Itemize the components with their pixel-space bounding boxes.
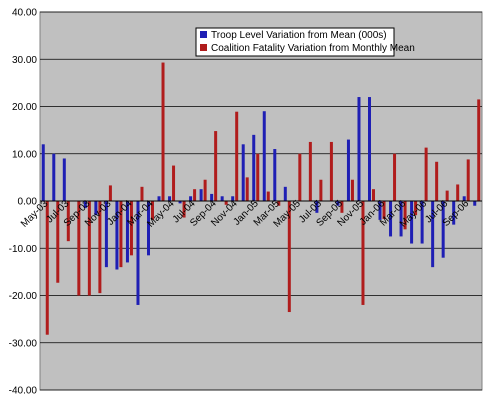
y-tick-label: 30.00 — [12, 55, 37, 66]
troop-bar-Jan-04 — [125, 201, 129, 263]
fatality-bar-May-04 — [172, 165, 176, 201]
fatality-bar-Jun-03 — [56, 201, 60, 283]
fatality-bar-May-03 — [45, 201, 49, 335]
troop-bar-May-04 — [168, 196, 172, 201]
troop-bar-Mar-06 — [399, 201, 403, 237]
legend-label-fatality: Coalition Fatality Variation from Monthl… — [211, 43, 415, 54]
fatality-bar-Aug-05 — [329, 141, 333, 201]
troop-bar-Sep-06 — [462, 196, 466, 201]
troop-bar-Oct-05 — [346, 139, 350, 201]
fatality-bar-Jun-05 — [308, 141, 312, 201]
troop-bar-Oct-06 — [473, 201, 477, 206]
fatality-bar-Apr-05 — [287, 201, 291, 313]
troop-bar-May-03 — [41, 144, 45, 201]
fatality-bar-May-05 — [298, 153, 302, 201]
fatality-bar-Dec-03 — [119, 201, 123, 268]
fatality-bar-Mar-05 — [277, 201, 281, 206]
fatality-bar-Aug-06 — [456, 184, 460, 201]
fatality-bar-Feb-06 — [393, 153, 397, 201]
troop-bar-Dec-04 — [241, 144, 245, 201]
troop-bar-Jun-03 — [52, 153, 56, 201]
troop-bar-Jul-04 — [189, 196, 193, 201]
fatality-bar-Nov-05 — [361, 201, 365, 305]
troop-bar-Jul-03 — [62, 158, 66, 201]
troop-bar-Feb-04 — [136, 201, 140, 305]
fatality-bar-Feb-05 — [266, 191, 270, 201]
fatality-bar-Jun-06 — [435, 161, 439, 201]
y-axis: 40.00 30.00 20.00 10.00 0.00 -10.00 -20.00 -30.… — [9, 8, 38, 397]
fatality-bar-Jan-06 — [382, 201, 386, 219]
fatality-bar-Aug-04 — [203, 179, 207, 201]
fatality-bar-Oct-03 — [98, 201, 102, 294]
troop-bar-Jun-04 — [178, 201, 182, 204]
legend-box — [195, 27, 395, 57]
y-tick-label: 40.00 — [12, 8, 37, 19]
y-tick-label: 10.00 — [12, 149, 37, 160]
fatality-bar-Jun-04 — [182, 201, 186, 218]
troop-bar-Nov-05 — [357, 97, 361, 201]
fatality-bar-Aug-03 — [77, 201, 81, 296]
legend-swatch-troop — [200, 31, 207, 38]
troop-bar-Apr-05 — [283, 186, 287, 201]
fatality-bar-Jul-04 — [193, 189, 197, 201]
fatality-bar-Jul-05 — [319, 179, 323, 201]
troop-bar-Jun-06 — [431, 201, 435, 268]
legend: Troop Level Variation from Mean (000s) C… — [195, 27, 415, 57]
fatality-bar-Jul-06 — [445, 190, 449, 201]
fatality-bar-Mar-04 — [151, 201, 154, 220]
troop-bar-May-06 — [420, 201, 424, 244]
fatality-bar-Sep-05 — [340, 201, 344, 213]
y-tick-label: -20.00 — [9, 291, 38, 302]
y-tick-label: -40.00 — [9, 386, 38, 397]
troop-bar-Oct-04 — [220, 196, 224, 201]
troop-bar-Feb-05 — [262, 111, 266, 201]
troop-bar-Mar-05 — [273, 149, 277, 201]
gridlines — [40, 11, 482, 391]
fatality-bar-Apr-04 — [161, 62, 165, 202]
troop-bar-Aug-04 — [199, 189, 203, 201]
fatality-bar-Oct-04 — [224, 201, 228, 205]
fatality-bar-Oct-05 — [350, 179, 354, 201]
troop-bar-Aug-06 — [452, 201, 456, 225]
fatality-bar-Sep-03 — [87, 201, 91, 296]
fatality-bar-Nov-03 — [108, 185, 112, 201]
bars — [41, 62, 481, 335]
troop-bar-Jul-05 — [315, 201, 319, 213]
fatality-bar-Dec-05 — [372, 189, 375, 201]
troop-bar-Jan-06 — [378, 201, 382, 220]
troop-bar-Oct-03 — [94, 201, 98, 216]
fatality-bar-Sep-04 — [214, 131, 218, 201]
troop-bar-Nov-03 — [104, 201, 108, 268]
legend-label-troop: Troop Level Variation from Mean (000s) — [211, 30, 387, 41]
troop-bar-Apr-06 — [410, 201, 414, 244]
troop-bar-Dec-03 — [115, 201, 119, 270]
fatality-bar-Apr-06 — [414, 201, 418, 216]
troop-bar-Nov-04 — [231, 196, 235, 201]
fatality-bar-Feb-04 — [140, 186, 144, 201]
troop-bar-Mar-04 — [147, 201, 150, 256]
fatality-bar-Jan-04 — [129, 201, 133, 256]
fatality-bar-Jan-05 — [256, 153, 260, 201]
troop-bar-Jul-06 — [441, 201, 445, 258]
fatality-bar-Sep-06 — [466, 159, 470, 201]
troop-bar-Sep-04 — [210, 193, 214, 201]
y-tick-label: 0.00 — [18, 197, 38, 208]
fatality-bar-Dec-04 — [245, 177, 249, 201]
troop-bar-Apr-04 — [157, 196, 161, 201]
y-tick-label: -10.00 — [9, 244, 38, 255]
troop-bar-Dec-05 — [368, 97, 371, 201]
troop-bar-Jan-05 — [252, 134, 256, 201]
fatality-bar-Nov-04 — [235, 111, 239, 201]
fatality-bar-May-06 — [424, 147, 428, 201]
fatality-bar-Mar-06 — [403, 201, 407, 230]
y-tick-label: -30.00 — [9, 338, 38, 349]
fatality-bar-Jul-03 — [66, 201, 70, 242]
troop-bar-Sep-03 — [83, 201, 87, 209]
legend-swatch-fatality — [200, 44, 207, 51]
y-tick-label: 20.00 — [12, 102, 37, 113]
troop-bar-Feb-06 — [389, 201, 393, 237]
fatality-bar-Oct-06 — [477, 99, 481, 201]
troop-bar-Sep-05 — [336, 201, 340, 206]
